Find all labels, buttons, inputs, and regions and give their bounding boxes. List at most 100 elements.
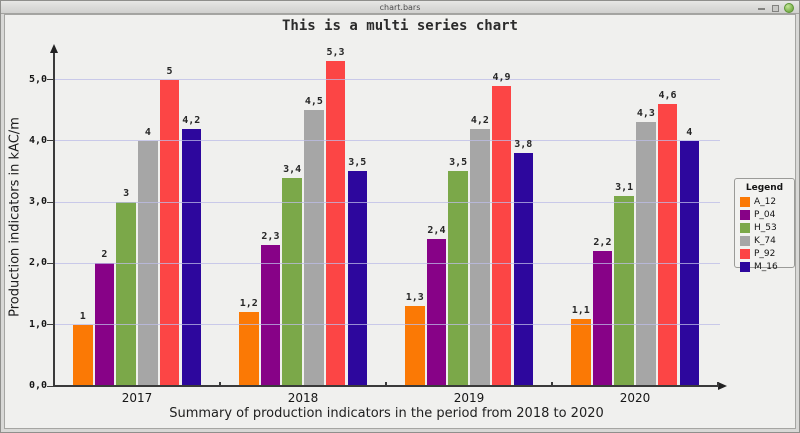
y-tick-label: 3,0 — [28, 196, 47, 208]
legend-label: K_74 — [754, 235, 776, 246]
legend-swatch — [740, 196, 750, 207]
bar — [159, 79, 180, 386]
bar-value-label: 4,2 — [470, 114, 489, 126]
bar-value-label: 1,3 — [405, 292, 424, 304]
bar-value-label: 4,3 — [636, 108, 655, 120]
bar — [325, 61, 346, 386]
bar — [657, 104, 678, 386]
bar-value-label: 2,2 — [593, 237, 612, 249]
category-label: 2017 — [121, 391, 153, 405]
legend-swatch — [740, 248, 750, 259]
bar-value-label: 4,6 — [658, 90, 677, 102]
bar-value-label: 5,3 — [326, 47, 345, 59]
legend-item: P_04 — [735, 208, 794, 221]
bar — [636, 122, 656, 386]
bar-value-label: 5 — [166, 65, 173, 77]
window-title: chart.bars — [379, 3, 421, 12]
legend-item: H_53 — [735, 221, 794, 234]
bar — [239, 312, 259, 386]
y-axis-label: Production indicators in kAC/m — [7, 117, 23, 317]
bar — [491, 85, 512, 386]
bar-value-label: 4 — [686, 126, 693, 138]
bar — [513, 153, 533, 386]
bar-value-label: 3,5 — [348, 157, 367, 169]
y-tick — [47, 201, 53, 203]
legend-item: M_16 — [735, 260, 794, 273]
bar-value-label: 3 — [123, 188, 130, 200]
x-tick — [551, 382, 553, 387]
bar — [73, 324, 93, 386]
chart-title: This is a multi series chart — [281, 18, 518, 34]
legend-swatch — [740, 222, 750, 233]
legend-swatch — [740, 261, 750, 272]
bar-value-label: 3,4 — [283, 163, 302, 175]
y-tick-label: 4,0 — [28, 134, 47, 146]
maximize-icon[interactable] — [772, 5, 779, 12]
gridline — [54, 140, 720, 142]
bar-value-label: 3,8 — [514, 139, 533, 151]
y-tick — [47, 79, 53, 80]
legend-label: P_92 — [754, 248, 776, 259]
titlebar: chart.bars — [1, 1, 799, 14]
bar — [116, 202, 136, 386]
category-label: 2018 — [287, 391, 319, 405]
bar — [260, 245, 281, 386]
legend-title: Legend — [745, 183, 784, 193]
category-label: 2019 — [453, 391, 485, 405]
x-axis-label: Summary of production indicators in the … — [169, 406, 604, 421]
close-icon[interactable] — [784, 3, 794, 13]
bar — [571, 318, 591, 386]
y-tick-label: 5,0 — [28, 73, 47, 85]
bar-value-label: 2 — [101, 249, 108, 261]
minimize-icon[interactable] — [758, 8, 765, 10]
x-tick — [385, 382, 387, 387]
legend-label: A_12 — [754, 196, 777, 207]
y-tick — [47, 385, 53, 387]
bar-value-label: 1 — [79, 310, 86, 322]
y-tick — [47, 324, 53, 326]
bar-value-label: 2,4 — [427, 224, 446, 236]
bar-value-label: 3,1 — [615, 181, 634, 193]
bar-value-label: 1,2 — [239, 298, 258, 310]
bar — [405, 306, 425, 386]
bar-value-label: 4 — [144, 126, 151, 138]
bar — [304, 110, 324, 386]
x-tick — [717, 382, 719, 387]
bar — [347, 171, 367, 386]
legend-label: M_16 — [754, 261, 778, 272]
gridline — [54, 79, 720, 80]
y-tick-label: 0,0 — [28, 380, 47, 391]
bar-value-label: 2,3 — [261, 231, 280, 242]
bar-value-label: 3,5 — [449, 157, 468, 169]
legend-swatch — [740, 209, 750, 220]
bar — [614, 195, 634, 386]
gridline — [54, 262, 720, 264]
category-label: 2020 — [619, 391, 651, 405]
y-tick — [47, 140, 53, 142]
gridline — [54, 324, 720, 326]
bar — [592, 251, 613, 386]
y-tick-label: 1,0 — [28, 318, 47, 330]
legend-item: A_12 — [735, 195, 794, 208]
bar — [181, 128, 201, 386]
legend-label: P_04 — [754, 209, 776, 220]
gridline — [54, 201, 720, 203]
y-axis-arrow-icon — [50, 44, 58, 53]
legend-items: A_12 P_04 H_53 K_74 P_92 M_16 — [735, 195, 794, 273]
bar — [448, 171, 468, 386]
y-tick-label: 2,0 — [28, 257, 47, 269]
bar — [282, 177, 302, 386]
y-tick — [47, 262, 53, 264]
legend: Legend A_12 P_04 H_53 K_74 P_92 M_16 — [734, 178, 795, 272]
legend-swatch — [740, 235, 750, 246]
bar — [470, 128, 490, 386]
bar-value-label: 4,5 — [304, 96, 323, 108]
bar-value-label: 4,2 — [182, 114, 201, 126]
legend-item: P_92 — [735, 247, 794, 260]
bar-value-label: 1,1 — [571, 304, 590, 316]
legend-label: H_53 — [754, 222, 777, 233]
bar — [426, 238, 447, 386]
legend-item: K_74 — [735, 234, 794, 247]
